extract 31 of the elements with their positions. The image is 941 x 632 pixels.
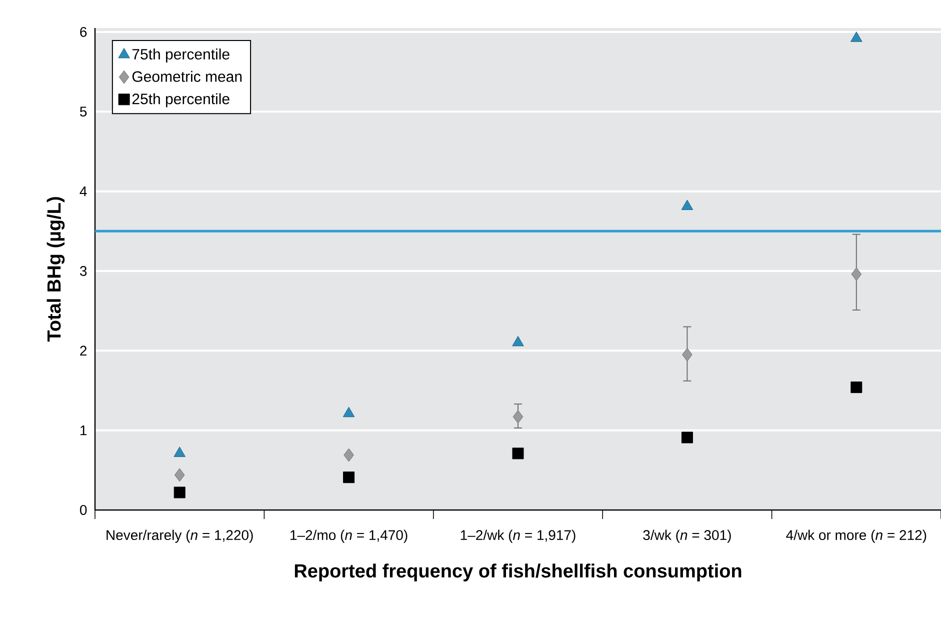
point [682, 348, 692, 362]
y-tick-label: 2 [80, 346, 87, 356]
point [174, 468, 185, 482]
x-tick-label: 4/wk or more (n = 212) [786, 530, 926, 543]
point [342, 406, 355, 418]
x-axis-title: Reported frequency of fish/shellfish consumption [294, 564, 742, 582]
x-tick-label: 1–2/mo (n = 1,470) [290, 530, 408, 543]
point [512, 410, 524, 424]
point [681, 200, 694, 210]
legend-label: Geometric mean [132, 70, 242, 82]
y-tick-label: 5 [80, 106, 87, 117]
x-tick-label: 3/wk (n = 301) [643, 530, 731, 543]
legend-label: 25th percentile [132, 93, 230, 108]
point [851, 267, 862, 281]
x-tick-label: Never/rarely (n = 1,220) [106, 530, 253, 543]
y-tick-label: 1 [80, 426, 87, 436]
point [681, 432, 693, 444]
y-tick-label: 6 [80, 27, 87, 37]
y-tick-label: 3 [80, 266, 87, 276]
point [344, 448, 354, 462]
point [850, 382, 862, 394]
point [850, 32, 862, 42]
x-tick-label: 1–2/wk (n = 1,917) [460, 530, 576, 543]
point [343, 472, 355, 484]
y-tick-label: 4 [80, 186, 87, 196]
point [512, 336, 524, 346]
point [174, 486, 186, 498]
y-tick-label: 0 [80, 505, 87, 515]
y-axis-title: Total BHg (µg/L) [46, 197, 65, 342]
legend-label: 75th percentile [132, 48, 230, 63]
point [512, 448, 524, 460]
